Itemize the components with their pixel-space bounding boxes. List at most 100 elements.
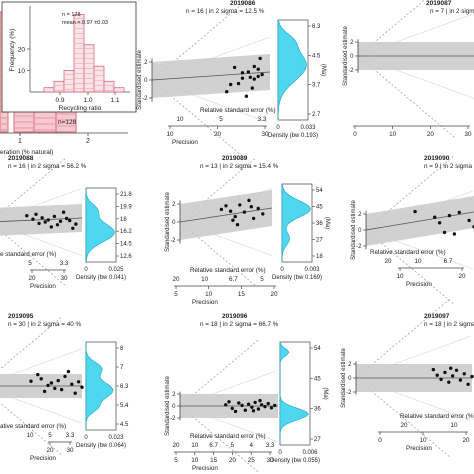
y-tick-label: 0 — [358, 228, 362, 234]
data-point — [258, 398, 262, 403]
y-tick-label: 2 — [350, 40, 354, 46]
y-tick-label: 0 — [350, 54, 354, 60]
panel-title: 2019088 — [8, 155, 34, 162]
radial-tick-label: 18 — [316, 254, 323, 260]
precision-tick-label: 20 — [458, 273, 466, 280]
density-tick-label: 0 — [278, 450, 282, 456]
rse-tick-label: 3.3 — [60, 260, 69, 267]
data-point — [242, 210, 247, 214]
data-point — [61, 210, 66, 214]
y-axis-label: Standardised estimate — [165, 191, 171, 251]
data-point — [252, 64, 256, 69]
data-point — [250, 405, 254, 409]
radial-tick-label: 18 — [120, 217, 127, 223]
y-tick-label: 0 — [172, 404, 176, 410]
y-tick-label: 2 — [348, 362, 352, 368]
density-label: Density (bw 0.055) — [270, 458, 320, 464]
data-point — [34, 212, 38, 216]
y-tick-label: 2 — [144, 60, 148, 66]
inset-bar — [43, 87, 55, 93]
precision-label: Precision — [406, 445, 432, 452]
data-point — [238, 203, 242, 207]
precision-tick-label: 10 — [396, 273, 404, 280]
data-point — [52, 214, 57, 219]
radial-tick-label: 6.3 — [120, 384, 129, 390]
precision-tick-label: 20 — [462, 437, 470, 444]
data-point — [73, 391, 77, 395]
data-point — [37, 221, 41, 226]
radial-tick-label: 16.2 — [120, 229, 132, 235]
data-point — [466, 382, 470, 386]
data-point — [467, 218, 471, 223]
wedge-edge — [0, 316, 63, 370]
data-point — [237, 401, 241, 405]
rse-tick-label: 5 — [231, 442, 235, 449]
density-curve — [279, 341, 309, 445]
radial-tick-label: 6.3 — [312, 24, 321, 30]
panel-title: 2019087 — [426, 0, 452, 7]
inset-bar — [103, 80, 115, 93]
precision-label: Precision — [406, 281, 432, 288]
radial-tick-label: 27 — [314, 437, 321, 443]
radial-tick-label: 3.7 — [312, 83, 321, 89]
x-axis-label: eration (% natural) — [0, 149, 53, 156]
precision-tick-label: 30 — [266, 457, 274, 464]
y-tick-label: 2 — [172, 392, 176, 398]
data-point — [64, 216, 69, 221]
rse-tick-label: 6.7 — [444, 258, 453, 265]
radial-panel-2019095: 0 0.023 Density (bw 0.064) 8 7 6.3 5.4 4.5 20190… — [0, 313, 129, 462]
data-point — [46, 218, 50, 222]
density-label: Density (bw 0.169) — [272, 275, 322, 281]
data-point — [261, 212, 265, 216]
data-point — [231, 218, 235, 222]
data-point — [53, 386, 57, 391]
radial-label: (Ma) — [320, 64, 326, 76]
data-point — [49, 381, 54, 385]
data-point — [227, 400, 231, 404]
precision-tick-label: 30 — [261, 131, 269, 138]
data-point — [447, 213, 452, 218]
panel-subtitle: n = 7 | in 2 sigma = 5 — [430, 8, 474, 15]
rse-tick-label: 6.7 — [209, 442, 218, 449]
density-tick-label: 0.006 — [302, 450, 318, 456]
inset-bar — [83, 44, 95, 93]
inset-legend-mean: mean = 0.97 ±0.03 — [62, 20, 108, 26]
data-point — [462, 372, 466, 376]
panel-title: 2019090 — [424, 155, 450, 162]
rse-tick-label: 3.3 — [258, 116, 267, 123]
wedge-edge — [365, 156, 454, 231]
radial-tick-label: 45 — [314, 376, 321, 382]
density-curve — [85, 187, 115, 263]
data-point — [449, 366, 453, 370]
rse-tick-label: 5 — [260, 276, 264, 283]
rse-tick-label: 10 — [414, 258, 422, 265]
wedge-edge — [0, 402, 63, 456]
radial-label: (Ma) — [322, 387, 328, 399]
radial-tick-label: 5.4 — [120, 403, 129, 409]
density-label: Density (bw 0.041) — [76, 275, 126, 281]
data-point — [232, 65, 237, 70]
density-label: Density (bw 0.193) — [268, 133, 318, 139]
rse-tick-label: 5 — [48, 432, 52, 439]
data-point — [233, 214, 237, 219]
data-point — [68, 218, 72, 223]
data-point — [55, 223, 60, 227]
y-tick-label: 2 — [358, 212, 362, 218]
data-point — [452, 232, 457, 236]
rse-tick-label: 10 — [450, 422, 458, 429]
data-point — [235, 223, 240, 227]
rse-tick-label: 3.3 — [266, 442, 275, 449]
inset-x-label: Recycling ratio — [59, 105, 102, 112]
data-point — [71, 226, 75, 230]
data-point — [230, 406, 234, 411]
data-point — [454, 368, 459, 372]
data-point — [236, 81, 241, 86]
data-point — [256, 67, 260, 71]
density-tick-label: 0.033 — [300, 125, 316, 131]
radial-tick-label: 27 — [316, 238, 323, 244]
data-point — [39, 377, 43, 381]
density-label: Density (bw 0.064) — [76, 443, 126, 449]
inset-legend-n: n = 128 — [62, 12, 81, 18]
radial-tick-label: 54 — [316, 188, 323, 194]
